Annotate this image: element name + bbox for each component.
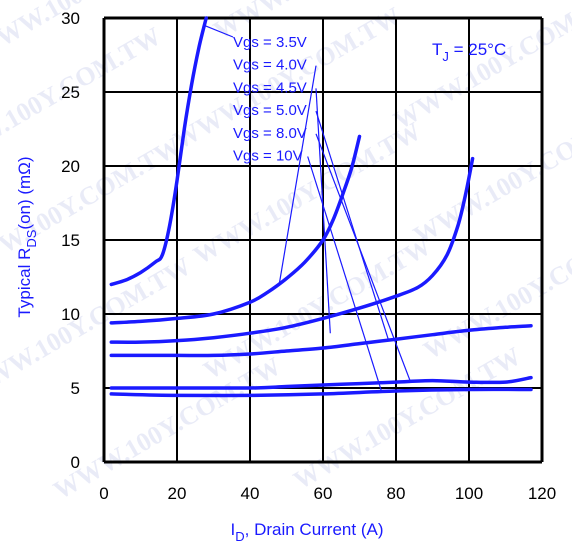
x-axis-label: ID, Drain Current (A)	[231, 520, 384, 544]
y-tick-label: 10	[61, 305, 80, 324]
watermark-text: WWW.100Y.COM.TW	[289, 341, 526, 495]
legend-leader-line-1	[278, 65, 317, 285]
watermark-text: WWW.100Y.COM.TW	[189, 116, 426, 270]
watermark-text: WWW.100Y.COM.TW	[389, 0, 572, 135]
legend-label-2: Vgs = 4.5V	[233, 79, 307, 96]
temperature-annotation: TJ = 25°C	[432, 40, 506, 64]
x-tick-label: 80	[387, 484, 406, 503]
y-tick-label: 15	[61, 231, 80, 250]
x-tick-label: 20	[168, 484, 187, 503]
series-line-2	[109, 156, 475, 344]
legend-label-0: Vgs = 3.5V	[233, 34, 307, 51]
y-tick-label: 5	[71, 379, 80, 398]
series-line-5	[109, 387, 533, 398]
chart-legend: Vgs = 3.5V Vgs = 4.0V Vgs = 4.5V Vgs = 5.0V…	[233, 34, 307, 165]
legend-leader-lines	[204, 24, 412, 392]
legend-label-3: Vgs = 5.0V	[233, 102, 307, 119]
series-line-3	[109, 324, 533, 358]
series-line-0	[109, 16, 208, 287]
series-line-1	[109, 134, 362, 325]
x-tick-label: 60	[314, 484, 333, 503]
watermark-text: WWW.100Y.COM.TW	[409, 96, 572, 250]
watermark-layer: WWW.100Y.COM.TW WWW.100Y.COM.TWWWW.100Y.C…	[0, 0, 572, 505]
y-tick-label: 20	[61, 157, 80, 176]
legend-leader-line-0	[204, 24, 234, 38]
chart-series-layer	[109, 16, 533, 398]
y-tick-label: 30	[61, 9, 80, 28]
legend-label-1: Vgs = 4.0V	[233, 57, 307, 74]
y-tick-label: 0	[71, 453, 80, 472]
y-axis-label: Typical RDS(on) (mΩ)	[15, 156, 39, 317]
x-tick-label: 120	[528, 484, 556, 503]
series-line-4	[109, 375, 533, 390]
legend-label-4: Vgs = 8.0V	[233, 125, 307, 142]
legend-leader-line-4	[315, 133, 412, 383]
y-tick-label: 25	[61, 83, 80, 102]
legend-leader-line-2	[315, 88, 331, 334]
chart-tick-labels: 0 20 40 60 80 100 120 0 5 10 15 20 25 30	[61, 9, 556, 503]
x-tick-label: 40	[241, 484, 260, 503]
x-tick-label: 100	[455, 484, 483, 503]
legend-leader-line-5	[307, 156, 382, 392]
x-tick-label: 0	[99, 484, 108, 503]
legend-label-5: Vgs = 10V	[233, 148, 303, 165]
legend-leader-line-3	[315, 110, 390, 341]
